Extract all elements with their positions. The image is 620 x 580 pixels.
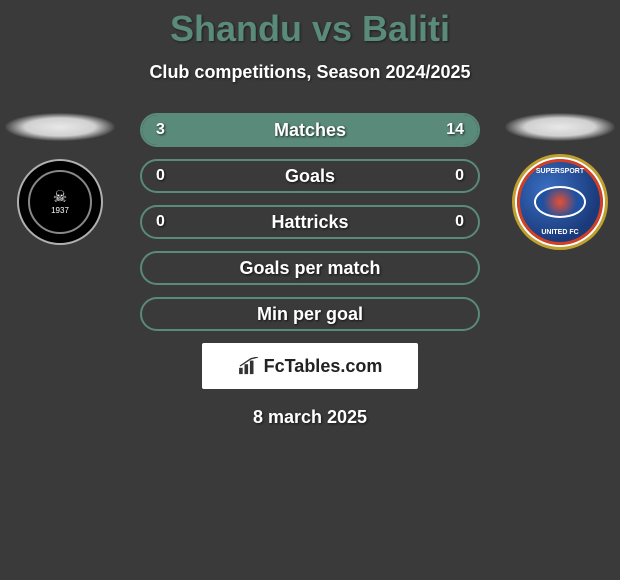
right-club-text-bottom: UNITED FC (520, 229, 600, 236)
right-club-column: SUPERSPORT UNITED FC (500, 113, 620, 245)
comparison-title: Shandu vs Baliti (0, 0, 620, 50)
chart-icon (238, 357, 260, 375)
stat-fill-left (142, 115, 201, 145)
stat-bars: 3 14 Matches 0 0 Goals 0 0 Hattricks Goals per ma… (140, 113, 480, 331)
right-club-badge-inner (534, 186, 586, 218)
right-name-placeholder (505, 113, 615, 141)
stat-label: Hattricks (271, 212, 348, 233)
stat-value-right: 14 (446, 121, 464, 139)
brand-text: FcTables.com (264, 356, 383, 377)
brand-box[interactable]: FcTables.com (202, 343, 418, 389)
stat-bar: 0 0 Goals (140, 159, 480, 193)
stat-label: Matches (274, 120, 346, 141)
stat-bar: 0 0 Hattricks (140, 205, 480, 239)
stat-value-left: 0 (156, 167, 165, 185)
skull-icon: ☠ (53, 190, 67, 206)
stat-value-right: 0 (455, 213, 464, 231)
left-club-year: 1937 (51, 206, 69, 215)
left-name-placeholder (5, 113, 115, 141)
stat-value-left: 3 (156, 121, 165, 139)
stat-label: Min per goal (257, 304, 363, 325)
stat-bar: Goals per match (140, 251, 480, 285)
comparison-subtitle: Club competitions, Season 2024/2025 (0, 62, 620, 83)
right-club-text-top: SUPERSPORT (520, 168, 600, 175)
stat-value-right: 0 (455, 167, 464, 185)
right-club-badge: SUPERSPORT UNITED FC (517, 159, 603, 245)
comparison-container: ☠ 1937 SUPERSPORT UNITED FC 314Matches00… (0, 113, 620, 331)
stat-value-left: 0 (156, 213, 165, 231)
stat-bar: Min per goal (140, 297, 480, 331)
comparison-date: 8 march 2025 (0, 407, 620, 428)
stat-bar: 3 14 Matches (140, 113, 480, 147)
stat-label: Goals (285, 166, 335, 187)
stat-label: Goals per match (239, 258, 380, 279)
left-club-badge: ☠ 1937 (17, 159, 103, 245)
left-club-badge-inner: ☠ 1937 (28, 170, 92, 234)
left-club-column: ☠ 1937 (0, 113, 120, 245)
